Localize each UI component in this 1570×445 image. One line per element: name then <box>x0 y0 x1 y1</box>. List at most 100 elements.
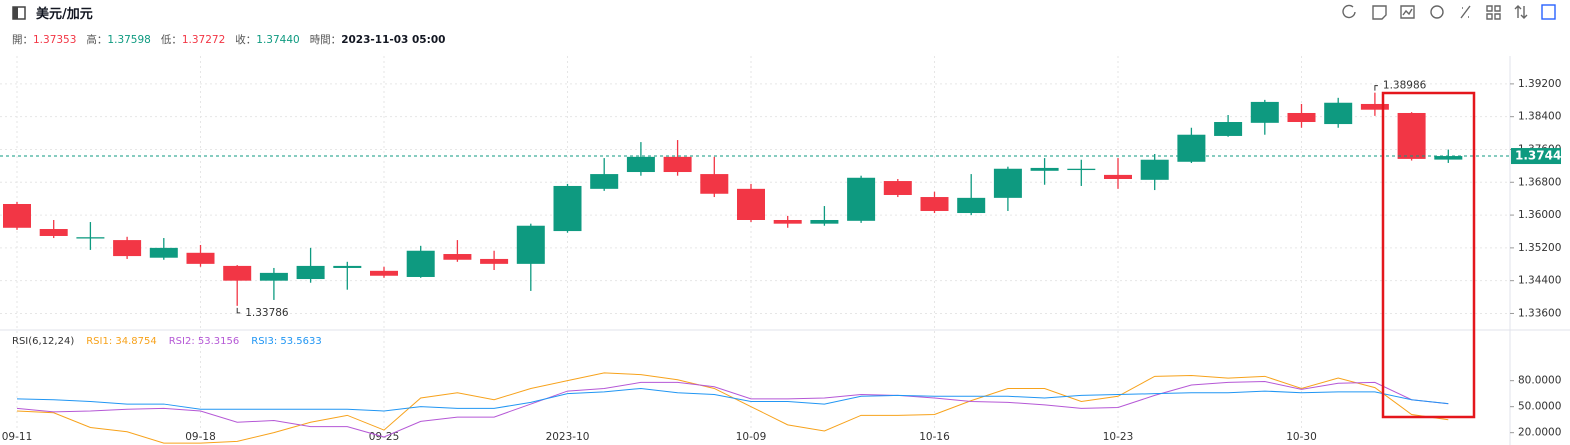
candle-body <box>1250 101 1279 123</box>
candle-body <box>847 177 876 221</box>
candle-body <box>1397 112 1426 159</box>
header: 美元/加元 開：1.37353 高：1.37598 低：1.37272 收：1.374… <box>0 0 1570 56</box>
candle-body <box>149 247 178 258</box>
toolbar <box>1342 4 1556 20</box>
refresh-icon[interactable] <box>1342 4 1356 19</box>
ohlc-field: 開：1.37353 <box>12 32 76 47</box>
candle-body <box>957 197 986 214</box>
field-value: 1.37353 <box>33 34 77 46</box>
low-label: 1.33786 <box>245 307 289 319</box>
y-tick-label: 1.39200 <box>1518 78 1561 90</box>
draw-icon[interactable] <box>1372 5 1387 20</box>
field-label: 時間： <box>309 34 342 46</box>
field-value: 1.37440 <box>256 34 300 46</box>
y-tick-label: 1.34400 <box>1518 275 1561 287</box>
legend-entry: RSI2: 53.3156 <box>169 336 240 347</box>
candle-body <box>333 265 362 268</box>
candle-body <box>516 225 545 264</box>
legend-entry: RSI1: 34.8754 <box>86 336 157 347</box>
candle-body <box>737 188 765 220</box>
field-value: 1.37598 <box>107 34 151 46</box>
x-tick-label: 10-09 <box>736 431 767 443</box>
candle-body <box>370 270 398 276</box>
candle-body <box>1360 103 1389 110</box>
panel-icon[interactable] <box>12 6 26 20</box>
indicator-title: RSI(6,12,24) <box>12 336 74 347</box>
field-value: 1.37272 <box>181 34 226 46</box>
field-value: 2023-11-03 05:00 <box>341 34 446 46</box>
symbol-title: 美元/加元 <box>36 7 93 22</box>
candle-body <box>993 168 1022 198</box>
y-tick-label: 1.33600 <box>1518 307 1561 319</box>
x-tick-label: 09-18 <box>185 431 216 443</box>
layout-icon[interactable] <box>1486 5 1501 20</box>
y-tick-label: 50.0000 <box>1518 401 1561 413</box>
candle-body <box>663 156 692 173</box>
candle-body <box>259 272 288 281</box>
x-tick-label: 10-16 <box>919 431 950 443</box>
field-label: 收： <box>235 34 257 46</box>
field-label: 開： <box>12 34 33 46</box>
candle-body <box>553 185 582 232</box>
candle-body <box>223 265 252 281</box>
sort-icon[interactable] <box>1514 5 1528 19</box>
candle-body <box>1434 156 1463 160</box>
y-tick-label: 1.35200 <box>1518 242 1561 254</box>
candle-body <box>39 229 68 236</box>
pie-icon[interactable] <box>1430 5 1444 19</box>
highlight-box <box>1381 91 1476 419</box>
candle-body <box>1324 102 1353 125</box>
high-label: 1.38986 <box>1383 80 1427 92</box>
y-tick-label: 1.38400 <box>1518 111 1561 123</box>
candle-body <box>1104 174 1132 179</box>
last-price-badge <box>1511 148 1561 165</box>
candle-body <box>186 252 215 264</box>
candle-body <box>1214 122 1243 136</box>
candle-body <box>626 156 655 173</box>
x-tick-label: 2023-10 <box>546 431 590 443</box>
rsi-line <box>16 381 1449 438</box>
low-marker <box>236 307 241 314</box>
candle-body <box>3 204 31 228</box>
candle-body <box>1177 134 1206 162</box>
ohlc-field: 低：1.37272 <box>161 32 225 47</box>
candle-body <box>1140 159 1169 180</box>
y-tick-label: 1.36800 <box>1518 176 1561 188</box>
candle-body <box>810 219 839 224</box>
candle-body <box>773 219 802 224</box>
ohlc-field: 時間：2023-11-03 05:00 <box>310 32 446 47</box>
y-tick-label: 80.0000 <box>1518 375 1561 387</box>
legend-entry: RSI3: 53.5633 <box>251 336 322 347</box>
candle-body <box>920 197 949 211</box>
candle-body <box>296 265 325 280</box>
candle-body <box>443 254 472 260</box>
x-tick-label: 10-30 <box>1286 431 1317 443</box>
field-label: 低： <box>160 34 182 46</box>
ohlc-field: 收：1.37440 <box>235 32 299 47</box>
last-price-label: 1.37440 <box>1515 149 1570 163</box>
percent-icon[interactable] <box>1460 5 1471 19</box>
field-label: 高： <box>86 34 108 46</box>
x-tick-label: 10-23 <box>1103 431 1134 443</box>
candle-body <box>1030 167 1059 171</box>
sidebar-icon[interactable] <box>1541 4 1556 20</box>
x-tick-label: 09-11 <box>2 431 33 443</box>
rsi-line <box>16 387 1449 412</box>
candle-body <box>1287 112 1316 123</box>
ohlc-row: 開：1.37353 高：1.37598 低：1.37272 收：1.37440 時間：2… <box>12 32 445 47</box>
rsi-line <box>16 372 1449 444</box>
candle-body <box>113 240 142 257</box>
ohlc-field: 高：1.37598 <box>86 32 150 47</box>
candle-body <box>700 174 729 194</box>
candle-body <box>1067 168 1096 171</box>
y-tick-label: 20.0000 <box>1518 427 1561 439</box>
indicator-icon[interactable] <box>1400 5 1415 19</box>
high-marker <box>1374 85 1378 91</box>
candle-body <box>76 237 105 239</box>
y-tick-label: 1.36000 <box>1518 209 1561 221</box>
candle-body <box>590 174 619 189</box>
candle-body <box>883 181 912 195</box>
candle-body <box>406 250 435 277</box>
